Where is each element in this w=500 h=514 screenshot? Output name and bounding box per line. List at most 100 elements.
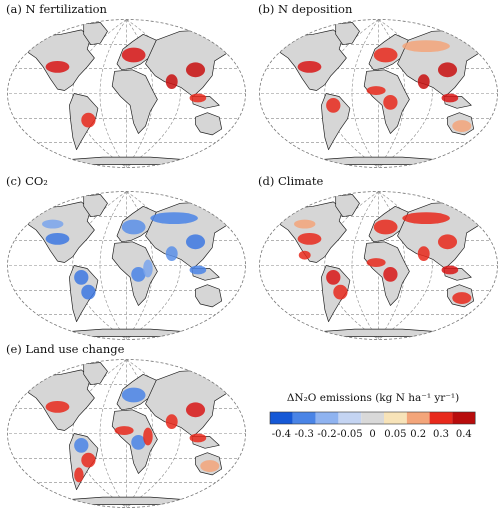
- land-asia: [397, 29, 484, 97]
- emission-area-eastafrica: [143, 259, 153, 278]
- emission-area-india: [417, 246, 430, 262]
- emission-area-europe: [373, 47, 398, 63]
- panel-co2: (c) CO₂: [4, 174, 249, 346]
- emission-area-amazon: [74, 437, 89, 453]
- emission-area-amazon: [326, 269, 341, 285]
- colorbar: -0.4 -0.3 -0.2 -0.05 0 0.05 0.2 0.3 0.4: [269, 411, 476, 440]
- emission-area-australia: [200, 460, 220, 472]
- colorbar-tick-label: -0.2: [317, 429, 336, 440]
- emission-area-seasia: [441, 265, 459, 275]
- colorbar-tick-label: -0.05: [337, 429, 363, 440]
- emission-area-seasia: [441, 93, 459, 103]
- panel-climate: (d) Climate: [256, 174, 500, 346]
- panel-land-use-change: (e) Land use change: [4, 342, 249, 514]
- emission-area-usa: [45, 232, 70, 245]
- land-greenland: [335, 194, 360, 218]
- colorbar-tick-label: -0.4: [272, 429, 291, 440]
- world-map: [7, 19, 246, 168]
- emission-area-westafrica: [366, 86, 386, 95]
- emission-area-amazon: [326, 97, 341, 113]
- world-map: [259, 191, 498, 340]
- land-north-america: [13, 201, 95, 263]
- land-antarctica: [312, 328, 445, 337]
- emission-area-westafrica: [114, 426, 134, 435]
- land-asia: [145, 369, 232, 437]
- emission-area-europe: [121, 219, 146, 235]
- emission-area-india: [417, 74, 430, 90]
- emission-area-usa: [45, 400, 70, 413]
- emission-area-brazil: [333, 284, 348, 300]
- colorbar-swatch: [361, 412, 384, 424]
- emission-area-seasia: [189, 265, 207, 275]
- land-antarctica: [60, 328, 193, 337]
- colorbar-tick-label: -0.3: [295, 429, 314, 440]
- emission-area-seasia: [189, 433, 207, 443]
- land-antarctica: [312, 156, 445, 165]
- land-north-america: [265, 29, 347, 91]
- panel-title: (d) Climate: [258, 174, 324, 188]
- map-outline: [7, 359, 246, 508]
- world-map: [7, 359, 246, 508]
- emission-area-brazil: [81, 284, 96, 300]
- map-outline: [259, 19, 498, 168]
- emission-area-westafrica: [366, 258, 386, 267]
- colorbar-tick-label: 0: [369, 429, 375, 440]
- land-asia: [145, 201, 232, 269]
- emission-area-europe: [373, 219, 398, 235]
- emission-area-india: [165, 246, 178, 262]
- colorbar-tick-label: 0.2: [410, 429, 426, 440]
- colorbar-swatch: [429, 412, 453, 424]
- map-outline: [7, 191, 246, 340]
- colorbar-tick-label: 0.3: [433, 429, 449, 440]
- land-antarctica: [60, 496, 193, 505]
- land-australia: [195, 112, 223, 136]
- map-outline: [259, 191, 498, 340]
- emission-area-russia: [402, 40, 450, 53]
- emission-area-centralafrica: [131, 266, 146, 282]
- emission-area-canada: [42, 219, 64, 229]
- land-antarctica: [60, 156, 193, 165]
- emission-area-centralafrica: [131, 434, 146, 450]
- emission-area-usa: [45, 60, 70, 73]
- land-north-america: [13, 29, 95, 91]
- emission-area-australia: [452, 292, 472, 304]
- panel-n-fertilization: (a) N fertilization: [4, 2, 249, 174]
- colorbar-swatch: [338, 412, 362, 424]
- emission-area-china: [186, 402, 206, 418]
- emission-area-usa: [297, 232, 322, 245]
- land-australia: [195, 284, 223, 308]
- map-outline: [7, 19, 246, 168]
- colorbar-swatch: [270, 412, 293, 424]
- emission-area-china: [186, 234, 206, 250]
- world-map: [7, 191, 246, 340]
- emission-area-india: [165, 74, 178, 90]
- panel-n-deposition: (b) N deposition: [256, 2, 500, 174]
- emission-area-australia: [452, 120, 472, 132]
- panel-title: (b) N deposition: [258, 2, 353, 16]
- emission-area-china: [186, 62, 206, 78]
- colorbar-legend: ΔN₂O emissions (kg N ha⁻¹ yr⁻¹) -0.4 -0.3…: [268, 392, 478, 452]
- emission-area-brazil: [81, 112, 96, 128]
- land-asia: [145, 29, 232, 97]
- land-greenland: [83, 362, 108, 386]
- land-north-america: [13, 369, 95, 431]
- colorbar-swatch: [292, 412, 316, 424]
- emission-area-centralafrica: [383, 94, 398, 110]
- emission-area-argentina: [74, 467, 84, 483]
- colorbar-swatch: [384, 412, 407, 424]
- emission-area-russia: [402, 212, 450, 225]
- emission-area-europe: [121, 387, 146, 403]
- land-greenland: [335, 22, 360, 46]
- panel-title: (e) Land use change: [6, 342, 125, 356]
- emission-area-brazil: [81, 452, 96, 468]
- colorbar-tick-label: 0.4: [456, 429, 472, 440]
- world-map: [259, 19, 498, 168]
- colorbar-swatch: [315, 412, 339, 424]
- emission-area-europe: [121, 47, 146, 63]
- emission-area-mexico: [298, 250, 311, 260]
- emission-area-seasia: [189, 93, 207, 103]
- emission-area-china: [438, 62, 458, 78]
- land-greenland: [83, 194, 108, 218]
- panel-title: (c) CO₂: [6, 174, 48, 188]
- emission-area-centralafrica: [383, 266, 398, 282]
